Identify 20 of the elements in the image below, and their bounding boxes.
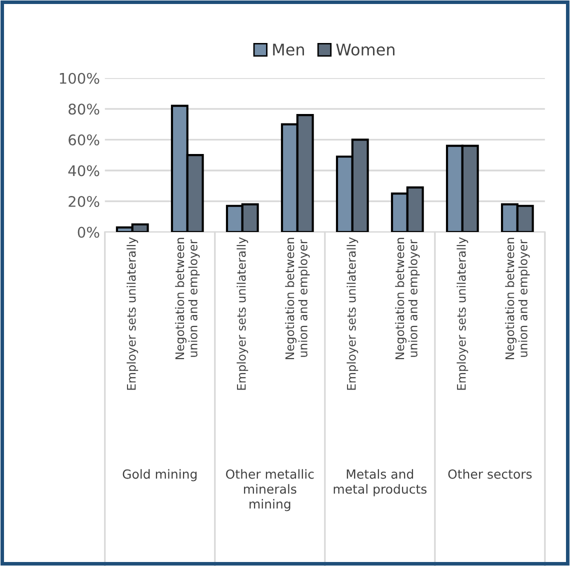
x-tick-label: Employer sets unilaterally xyxy=(456,237,468,390)
text: Other sectors xyxy=(448,469,532,479)
y-tick-label: 100% xyxy=(60,72,100,84)
y-tick-label: 0% xyxy=(78,226,100,238)
x-tick-label: Negotiation between union and employer xyxy=(285,238,310,360)
x-tick-label: Employer sets unilaterally xyxy=(346,237,358,390)
x-tick-label: Negotiation between union and employer xyxy=(395,238,420,360)
legend-label: Women xyxy=(336,44,394,56)
x-tick-label: Negotiation between union and employer xyxy=(175,238,200,360)
y-tick-label: 20% xyxy=(68,196,100,208)
x-tick-label: Negotiation between union and employer xyxy=(505,238,530,360)
y-tick-label: 80% xyxy=(68,104,100,115)
x-tick-label: Employer sets unilaterally xyxy=(236,237,248,390)
text: Other metallic minerals mining xyxy=(226,469,314,512)
text: Gold mining xyxy=(122,469,197,482)
y-tick-label: 40% xyxy=(68,165,100,176)
x-tick-label: Employer sets unilaterally xyxy=(126,237,138,390)
text: Metals and metal products xyxy=(334,469,427,496)
legend-label: Men xyxy=(273,44,304,56)
y-tick-label: 60% xyxy=(68,134,100,146)
